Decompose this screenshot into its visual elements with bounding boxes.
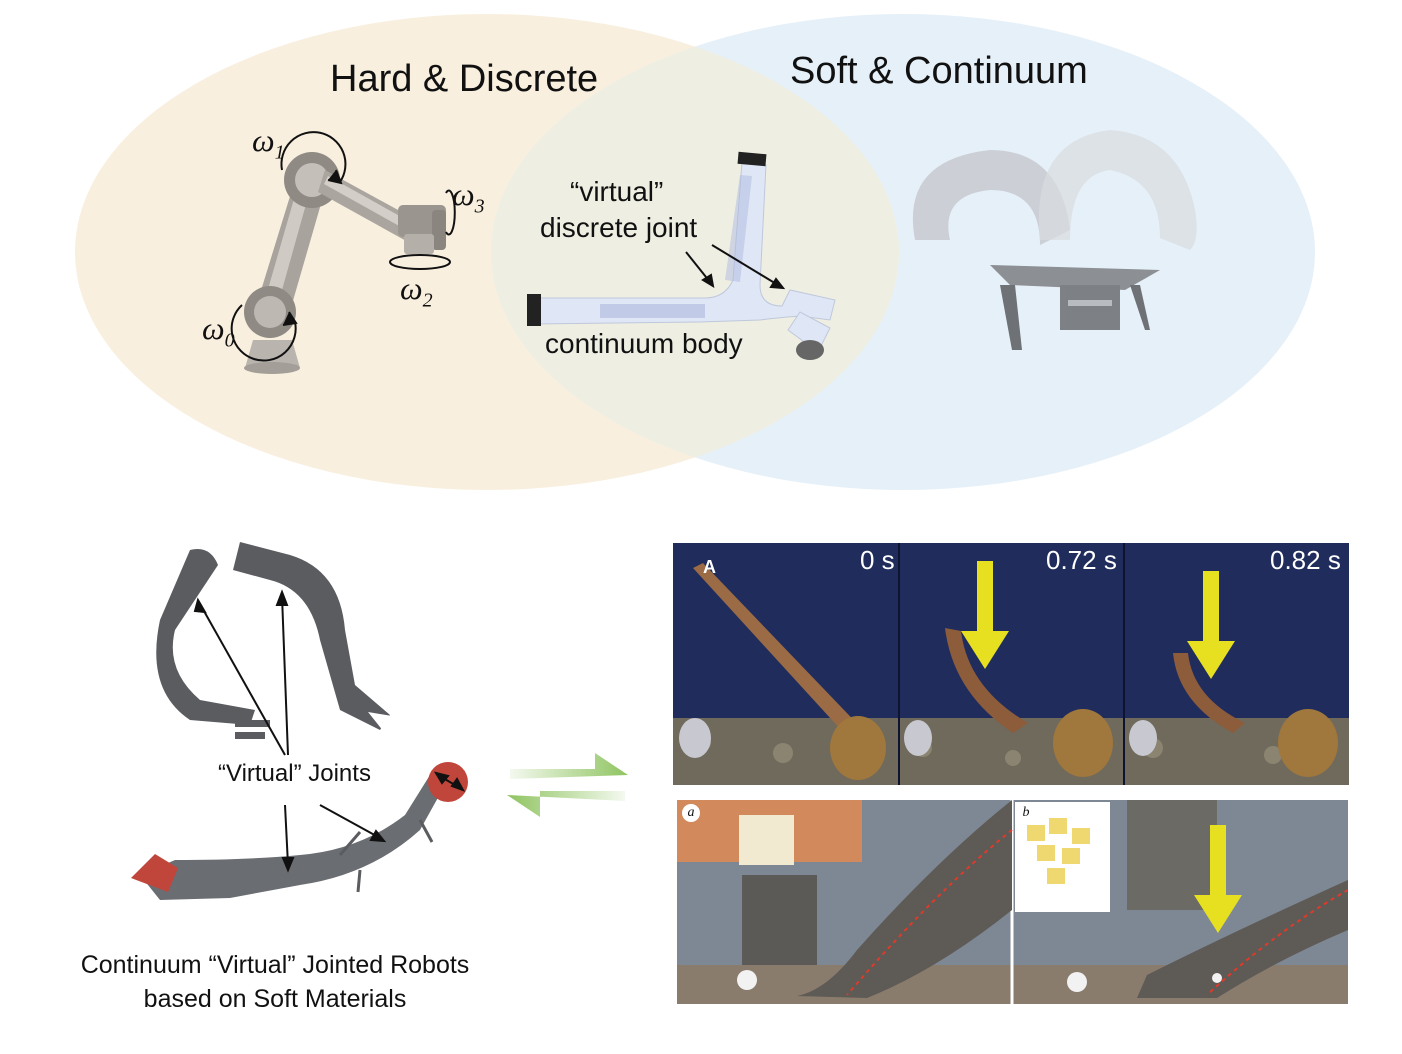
caption-line-1: Continuum “Virtual” Jointed Robots bbox=[80, 951, 470, 979]
virtual-label: “virtual” bbox=[570, 176, 664, 207]
overlap-region bbox=[491, 14, 899, 490]
discrete-joint-label: discrete joint bbox=[540, 212, 698, 243]
caption-line-2: based on Soft Materials bbox=[143, 985, 407, 1013]
octopus-image-strip bbox=[673, 543, 1349, 785]
virtual-joint-pointers bbox=[685, 244, 786, 290]
octopus-panel-letter: A bbox=[703, 557, 716, 577]
omega1-label: ω1 bbox=[252, 122, 285, 164]
omega3-label: ω3 bbox=[452, 176, 485, 218]
virtual-joints-label: “Virtual” Joints bbox=[218, 760, 371, 787]
elephant-sub-b: b bbox=[1017, 804, 1035, 822]
time-label-2: 0.82 s bbox=[1270, 545, 1341, 575]
venn-diagram bbox=[75, 14, 1315, 490]
soft-pneumatic-actuator bbox=[912, 130, 1197, 350]
hard-discrete-title: Hard & Discrete bbox=[330, 58, 599, 100]
omega2-label: ω2 bbox=[400, 270, 433, 312]
elephant-sub-a: a bbox=[682, 804, 700, 822]
exchange-arrows bbox=[507, 753, 628, 817]
soft-virtual-jointed-robots bbox=[131, 542, 468, 900]
joint-rotation-arrows bbox=[230, 131, 456, 362]
continuum-body-label: continuum body bbox=[545, 328, 743, 359]
bottom-left-caption: Continuum “Virtual” Jointed Robots based… bbox=[40, 948, 510, 1016]
time-label-0: 0 s bbox=[860, 545, 895, 575]
soft-continuum-title: Soft & Continuum bbox=[790, 50, 1088, 92]
elephant-image-strip bbox=[677, 800, 1348, 1004]
virtual-joint-continuum-robot bbox=[527, 151, 836, 360]
time-label-1: 0.72 s bbox=[1046, 545, 1117, 575]
omega0-label: ω0 bbox=[202, 310, 235, 352]
